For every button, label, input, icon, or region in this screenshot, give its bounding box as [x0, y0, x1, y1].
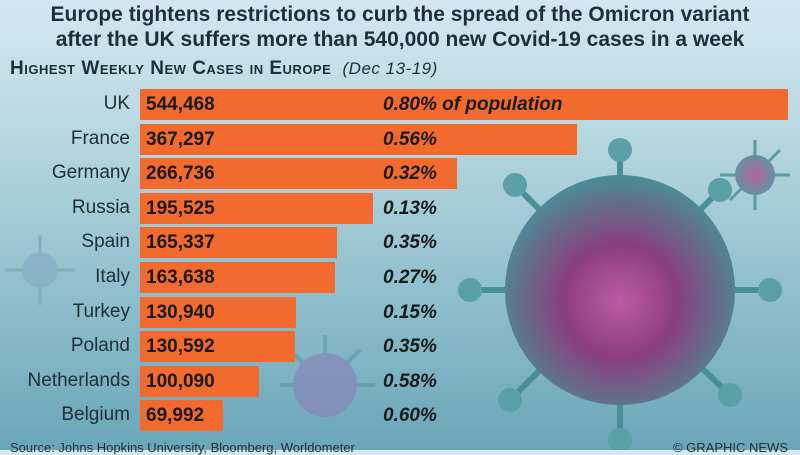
bar-spain [140, 227, 337, 259]
percent-label: 0.27% [383, 267, 437, 288]
percent-label: 0.58% [383, 370, 437, 392]
bar-germany [140, 158, 457, 190]
percent-label: 0.35% [383, 232, 437, 254]
bar-france [140, 123, 577, 155]
headline-line-1: Europe tightens restrictions to curb the… [50, 3, 750, 26]
country-label: Belgium [61, 404, 130, 426]
large-virus-icon [458, 138, 782, 450]
chart-title: Highest Weekly New Cases in Europe (Dec … [10, 58, 438, 80]
small-virus-icon [720, 140, 790, 210]
bar-turkey [140, 296, 296, 328]
value-label: 69,992 [146, 405, 205, 427]
country-label: Germany [51, 162, 130, 184]
country-label: Spain [81, 231, 130, 253]
value-label: 195,525 [146, 197, 215, 219]
country-label: UK [103, 93, 130, 114]
value-label: 130,592 [146, 336, 215, 358]
value-label: 100,090 [146, 370, 215, 392]
percent-label: 0.32% [383, 163, 437, 185]
headline-line-2: after the UK suffers more than 540,000 n… [55, 28, 745, 51]
percent-label: 0.35% [383, 336, 437, 358]
faint-virus-bottom-icon [280, 335, 375, 417]
chart-period: (Dec 13-19) [342, 59, 438, 78]
percent-label: 0.15% [383, 301, 437, 323]
percent-label: 0.60% [383, 405, 437, 427]
value-label: 130,940 [146, 301, 215, 323]
chart-title-text: Highest Weekly New Cases in Europe [10, 58, 332, 79]
country-label: Netherlands [27, 369, 130, 391]
country-label: Italy [95, 266, 130, 287]
bar-netherlands [140, 365, 259, 397]
percent-label: 0.80% of population [383, 94, 563, 115]
value-label: 163,638 [146, 267, 215, 288]
graphic-credit: © GRAPHIC NEWS [672, 440, 788, 455]
percent-label: 0.13% [383, 197, 437, 219]
faint-virus-left-icon [5, 235, 75, 305]
percent-label: 0.56% [383, 128, 437, 150]
country-label: Turkey [72, 300, 130, 322]
bar-uk [140, 89, 788, 120]
bar-russia [140, 192, 373, 224]
bar-italy [140, 262, 335, 293]
bar-poland [140, 331, 295, 363]
headline: Europe tightens restrictions to curb the… [0, 2, 800, 52]
value-label: 165,337 [146, 232, 215, 254]
value-label: 266,736 [146, 163, 215, 185]
source-note: Source: Johns Hopkins University, Bloomb… [10, 440, 355, 455]
value-label: 367,297 [146, 128, 215, 150]
country-label: France [70, 127, 130, 149]
value-label: 544,468 [146, 94, 215, 115]
country-label: Russia [71, 196, 130, 218]
bar-belgium [140, 400, 223, 432]
country-label: Poland [70, 335, 130, 357]
